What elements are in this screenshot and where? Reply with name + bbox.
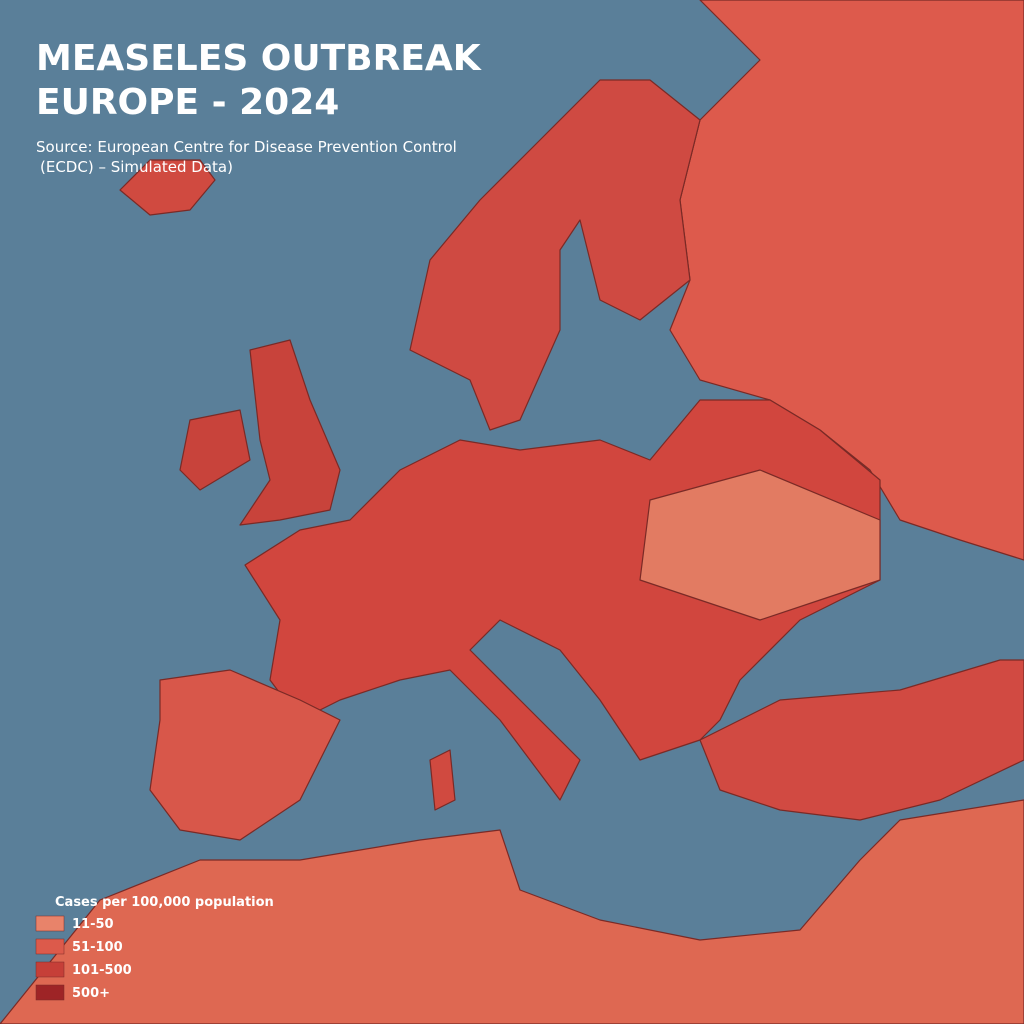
ukraine — [639, 469, 881, 621]
title-line: MEASELES OUTBREAK — [36, 38, 482, 79]
legend-label: 500+ — [72, 986, 110, 1001]
north-africa — [0, 799, 1024, 1024]
source-line: Source: European Centre for Disease Prev… — [36, 138, 457, 156]
legend-swatch — [35, 915, 65, 932]
legend-label: 51-100 — [72, 940, 123, 955]
turkey — [699, 659, 1024, 821]
title-line: EUROPE - 2024 — [36, 82, 339, 123]
scandinavia — [409, 79, 701, 431]
corsica-sardinia — [429, 749, 456, 811]
great-britain — [239, 339, 341, 526]
source-line: (ECDC) – Simulated Data) — [40, 158, 233, 176]
legend-label: 11-50 — [72, 917, 114, 932]
legend-title: Cases per 100,000 population — [55, 895, 274, 910]
iberia — [149, 669, 341, 841]
legend-swatch — [35, 961, 65, 978]
legend-swatch — [35, 984, 65, 1001]
legend-swatch — [35, 938, 65, 955]
ireland — [179, 409, 251, 491]
iceland — [119, 159, 216, 216]
legend-label: 101-500 — [72, 963, 132, 978]
